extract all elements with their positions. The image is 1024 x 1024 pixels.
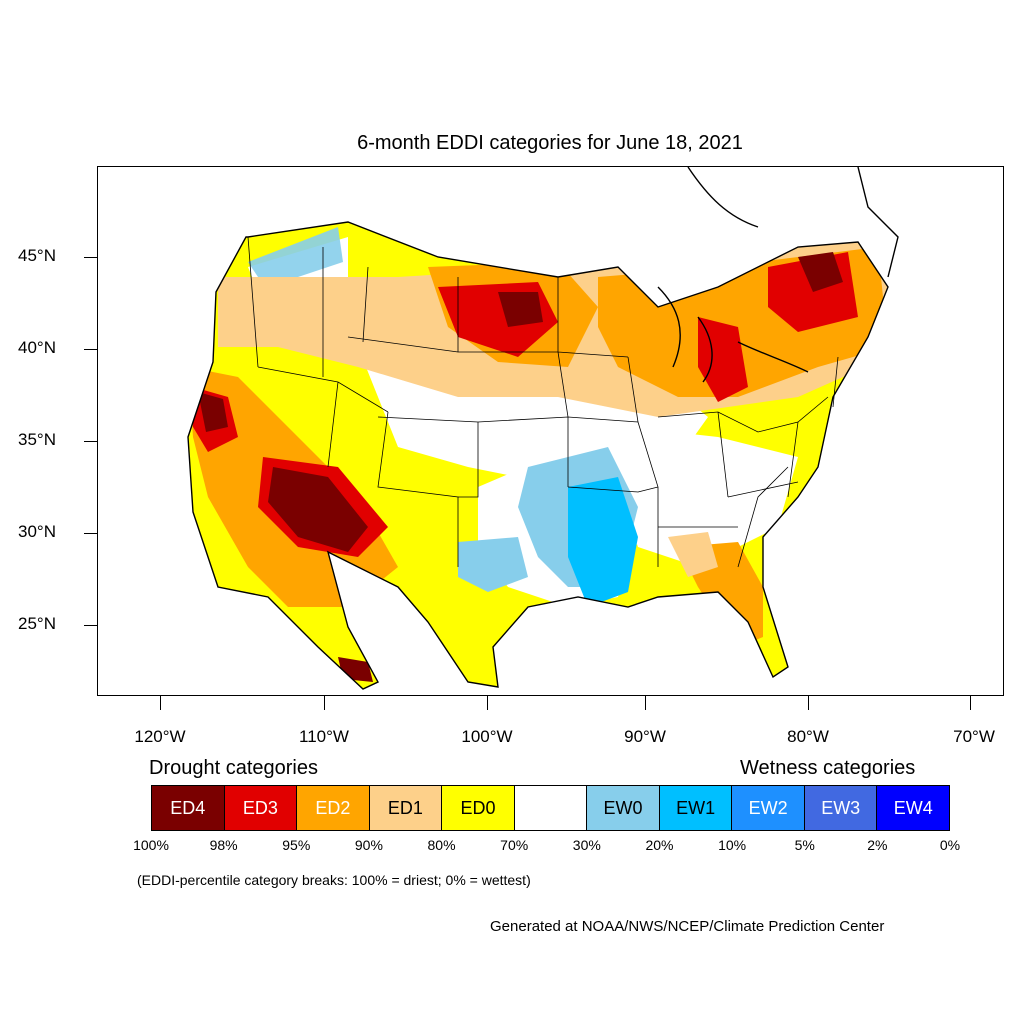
legend-category-ed3: ED3 [224, 786, 298, 830]
longitude-label: 100°W [461, 727, 513, 746]
percentile-break-label: 80% [427, 837, 456, 853]
latitude-label: 45°N [18, 246, 56, 265]
state-boundaries [247, 236, 839, 568]
lat-tick [84, 533, 98, 534]
longitude-label: 70°W [953, 727, 995, 746]
lon-tick [487, 696, 488, 710]
lat-tick [84, 441, 98, 442]
longitude-label: 80°W [787, 727, 829, 746]
legend-category-ew4: EW4 [877, 786, 950, 830]
credit-line: Generated at NOAA/NWS/NCEP/Climate Predi… [490, 918, 885, 935]
legend-category-ed0: ED0 [442, 786, 515, 830]
longitude-label: 90°W [624, 727, 666, 746]
lon-tick [324, 696, 325, 710]
percentile-break-label: 90% [354, 837, 383, 853]
legend-category-ew0: EW0 [587, 786, 660, 830]
percentile-break-label: 5% [794, 837, 815, 853]
percentile-break-label: 10% [718, 837, 747, 853]
legend-category-ew2: EW2 [732, 786, 805, 830]
map-frame [97, 166, 1004, 696]
legend-category-ed1: ED1 [369, 786, 443, 830]
lat-tick [84, 257, 98, 258]
percentile-break-label: 70% [500, 837, 529, 853]
lon-tick [808, 696, 809, 710]
legend-category-ew1: EW1 [659, 786, 733, 830]
lon-tick [970, 696, 971, 710]
percentile-break-label: 98% [209, 837, 238, 853]
percentile-break-label: 2% [867, 837, 888, 853]
legend-category-normal [514, 786, 588, 830]
percentile-break-label: 0% [939, 837, 961, 853]
latitude-label: 40°N [18, 338, 56, 357]
map-title: 6-month EDDI categories for June 18, 202… [357, 132, 743, 154]
legend-category-ed2: ED2 [297, 786, 370, 830]
latitude-label: 25°N [18, 614, 56, 633]
lat-tick [84, 349, 98, 350]
latitude-label: 35°N [18, 430, 56, 449]
category-legend: ED4 ED3 ED2 ED1 ED0 EW0 EW1 EW2 EW3 EW4 [151, 785, 950, 831]
lon-tick [160, 696, 161, 710]
longitude-label: 110°W [299, 727, 349, 746]
lat-tick [84, 625, 98, 626]
drought-categories-heading: Drought categories [149, 757, 318, 779]
legend-category-ed4: ED4 [152, 786, 225, 830]
legend-category-ew3: EW3 [804, 786, 878, 830]
eddi-category-fill [188, 222, 888, 689]
percentile-break-label: 100% [133, 837, 169, 853]
percentile-break-label: 30% [572, 837, 601, 853]
longitude-label: 120°W [134, 727, 186, 746]
lon-tick [645, 696, 646, 710]
eddi-map [98, 167, 1003, 695]
footnote: (EDDI-percentile category breaks: 100% =… [137, 872, 531, 888]
latitude-label: 30°N [18, 522, 56, 541]
wetness-categories-heading: Wetness categories [740, 757, 916, 779]
percentile-break-label: 20% [645, 837, 674, 853]
percentile-break-label: 95% [282, 837, 311, 853]
coastlines [187, 167, 899, 690]
